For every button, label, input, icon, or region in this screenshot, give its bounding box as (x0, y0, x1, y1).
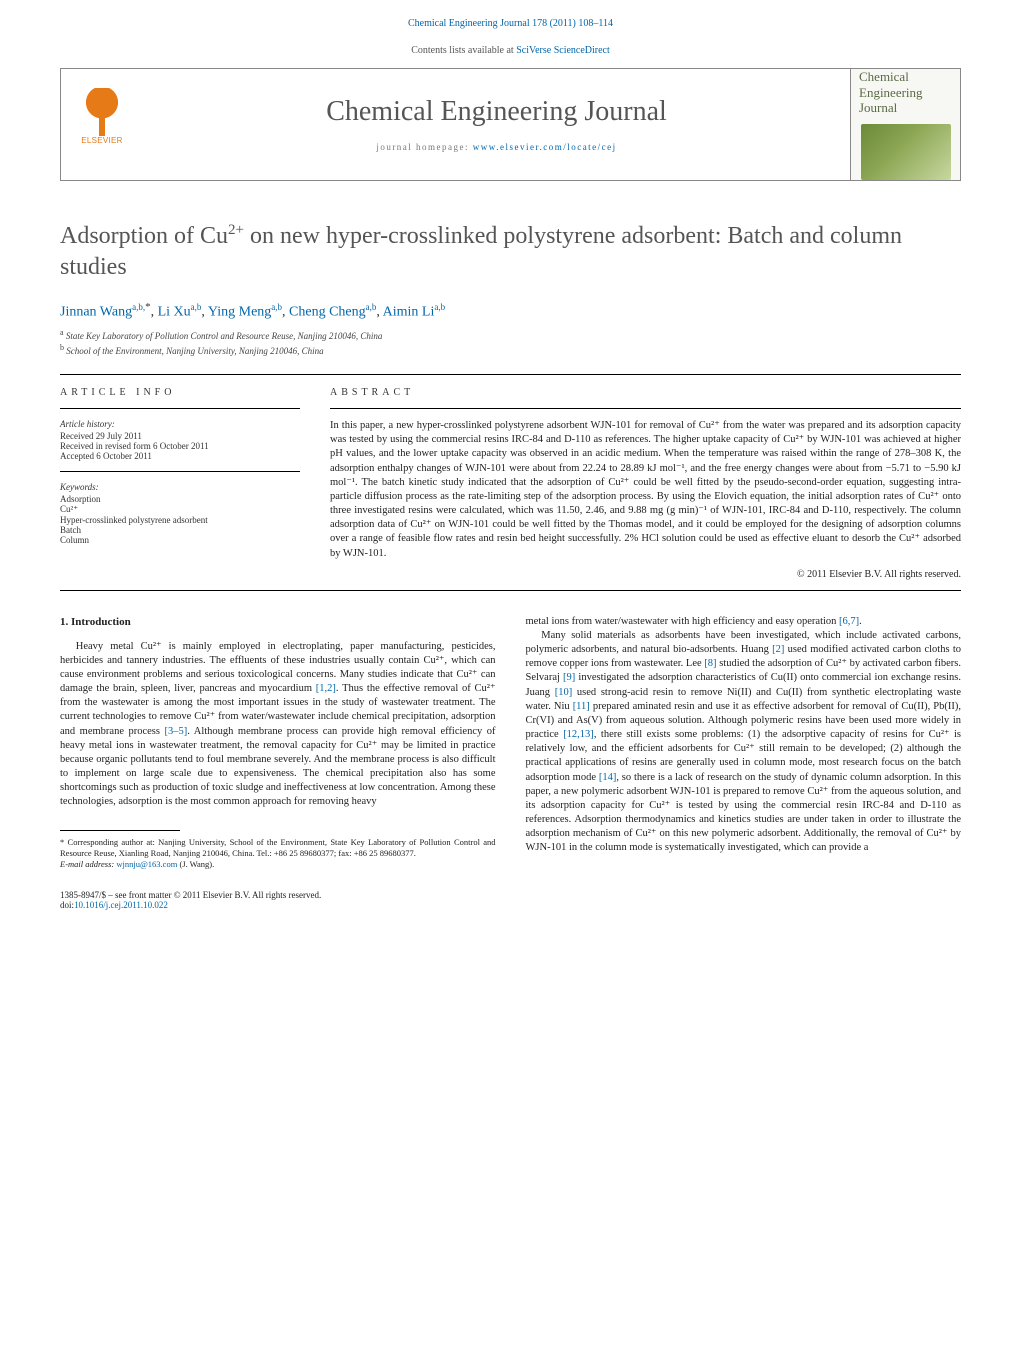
publisher-logo-box: ELSEVIER (61, 69, 143, 180)
page-footer: 1385-8947/$ – see front matter © 2011 El… (60, 890, 961, 910)
issn-line: 1385-8947/$ – see front matter © 2011 El… (60, 890, 961, 900)
intro-para-1-cont: metal ions from water/wastewater with hi… (526, 615, 962, 629)
author-aff-sup: a,b, (132, 302, 145, 312)
abstract-column: ABSTRACT In this paper, a new hyper-cros… (330, 375, 961, 580)
author-aff-sup: a,b (271, 302, 282, 312)
author-aff-sup: a,b (366, 302, 377, 312)
abstract-copyright: © 2011 Elsevier B.V. All rights reserved… (330, 569, 961, 580)
author-link[interactable]: Ying Meng (208, 305, 271, 320)
contents-prefix: Contents lists available at (411, 45, 516, 56)
author-link[interactable]: Jinnan Wang (60, 305, 132, 320)
abstract-text: In this paper, a new hyper-crosslinked p… (330, 419, 961, 561)
cover-title: Chemical Engineering Journal (851, 69, 960, 116)
doi-link[interactable]: 10.1016/j.cej.2011.10.022 (74, 900, 168, 910)
citation-link[interactable]: [9] (563, 672, 575, 683)
footnotes: * Corresponding author at: Nanjing Unive… (60, 837, 496, 870)
homepage-link[interactable]: www.elsevier.com/locate/cej (473, 142, 617, 152)
keyword-item: Adsorption (60, 494, 300, 504)
journal-header: ELSEVIER Chemical Engineering Journal jo… (60, 68, 961, 181)
abstract-head: ABSTRACT (330, 387, 961, 398)
cover-thumbnail (861, 124, 951, 180)
running-head: Chemical Engineering Journal 178 (2011) … (0, 0, 1021, 39)
revised-date: Received in revised form 6 October 2011 (60, 441, 300, 451)
elsevier-tree-icon (81, 88, 123, 136)
article-info-column: ARTICLE INFO Article history: Received 2… (60, 375, 300, 580)
author-aff-sup: a,b (434, 302, 445, 312)
history-head: Article history: (60, 419, 300, 429)
citation-link[interactable]: [14] (599, 772, 617, 783)
journal-title-box: Chemical Engineering Journal journal hom… (143, 69, 850, 180)
body-column-right: metal ions from water/wastewater with hi… (526, 615, 962, 870)
keyword-item: Hyper-crosslinked polystyrene adsorbent (60, 515, 300, 525)
email-link[interactable]: wjnnju@163.com (116, 859, 177, 869)
doi-label: doi: (60, 900, 74, 910)
homepage-label: journal homepage: (376, 142, 472, 152)
received-date: Received 29 July 2011 (60, 431, 300, 441)
intro-para-1: Heavy metal Cu²⁺ is mainly employed in e… (60, 640, 496, 810)
author-link[interactable]: Cheng Cheng (289, 305, 366, 320)
doi-line: doi:10.1016/j.cej.2011.10.022 (60, 900, 961, 910)
author-link[interactable]: Li Xu (158, 305, 191, 320)
accepted-date: Accepted 6 October 2011 (60, 451, 300, 461)
citation-link[interactable]: [3–5] (164, 726, 187, 737)
citation-link[interactable]: [8] (704, 658, 716, 669)
author-list: Jinnan Wanga,b,*, Li Xua,b, Ying Menga,b… (60, 301, 961, 321)
journal-title: Chemical Engineering Journal (326, 96, 667, 128)
affiliation-line: a State Key Laboratory of Pollution Cont… (60, 327, 961, 343)
corresponding-author-note: * Corresponding author at: Nanjing Unive… (60, 837, 496, 859)
sciencedirect-link[interactable]: SciVerse ScienceDirect (516, 45, 610, 56)
body-column-left: 1. Introduction Heavy metal Cu²⁺ is main… (60, 615, 496, 870)
keywords-head: Keywords: (60, 482, 300, 492)
author-link[interactable]: Aimin Li (383, 305, 435, 320)
email-line: E-mail address: wjnnju@163.com (J. Wang)… (60, 859, 496, 870)
keywords-list: AdsorptionCu²⁺Hyper-crosslinked polystyr… (60, 494, 300, 545)
citation-link[interactable]: [6,7] (839, 616, 859, 627)
title-ion-sup: 2+ (228, 222, 244, 238)
journal-homepage: journal homepage: www.elsevier.com/locat… (376, 142, 616, 152)
citation-link[interactable]: [1,2] (316, 683, 336, 694)
rule-bottom (60, 590, 961, 591)
citation-link[interactable]: [2] (772, 644, 784, 655)
author-aff-sup: a,b (191, 302, 202, 312)
body-columns: 1. Introduction Heavy metal Cu²⁺ is main… (60, 615, 961, 870)
affiliation-line: b School of the Environment, Nanjing Uni… (60, 342, 961, 358)
citation-link[interactable]: [12,13] (563, 729, 594, 740)
info-abstract-row: ARTICLE INFO Article history: Received 2… (60, 375, 961, 580)
elsevier-wordmark: ELSEVIER (81, 136, 123, 145)
citation-link[interactable]: [10] (555, 687, 573, 698)
journal-cover-box: Chemical Engineering Journal (850, 69, 960, 180)
keyword-item: Cu²⁺ (60, 504, 300, 515)
article-title: Adsorption of Cu2+ on new hyper-crosslin… (60, 221, 961, 283)
corr-star: * (145, 301, 151, 313)
intro-para-2: Many solid materials as adsorbents have … (526, 629, 962, 856)
keyword-item: Batch (60, 525, 300, 535)
title-prefix: Adsorption of Cu (60, 223, 228, 249)
section-heading-intro: 1. Introduction (60, 615, 496, 630)
citation-link[interactable]: [11] (573, 701, 590, 712)
title-block: Adsorption of Cu2+ on new hyper-crosslin… (60, 221, 961, 283)
contents-list-bar: Contents lists available at SciVerse Sci… (0, 39, 1021, 62)
email-label: E-mail address: (60, 859, 116, 869)
affiliation-list: a State Key Laboratory of Pollution Cont… (60, 327, 961, 358)
elsevier-logo: ELSEVIER (71, 88, 133, 160)
email-suffix: (J. Wang). (179, 859, 214, 869)
footnote-separator (60, 830, 180, 831)
keyword-item: Column (60, 535, 300, 545)
article-info-head: ARTICLE INFO (60, 387, 300, 398)
